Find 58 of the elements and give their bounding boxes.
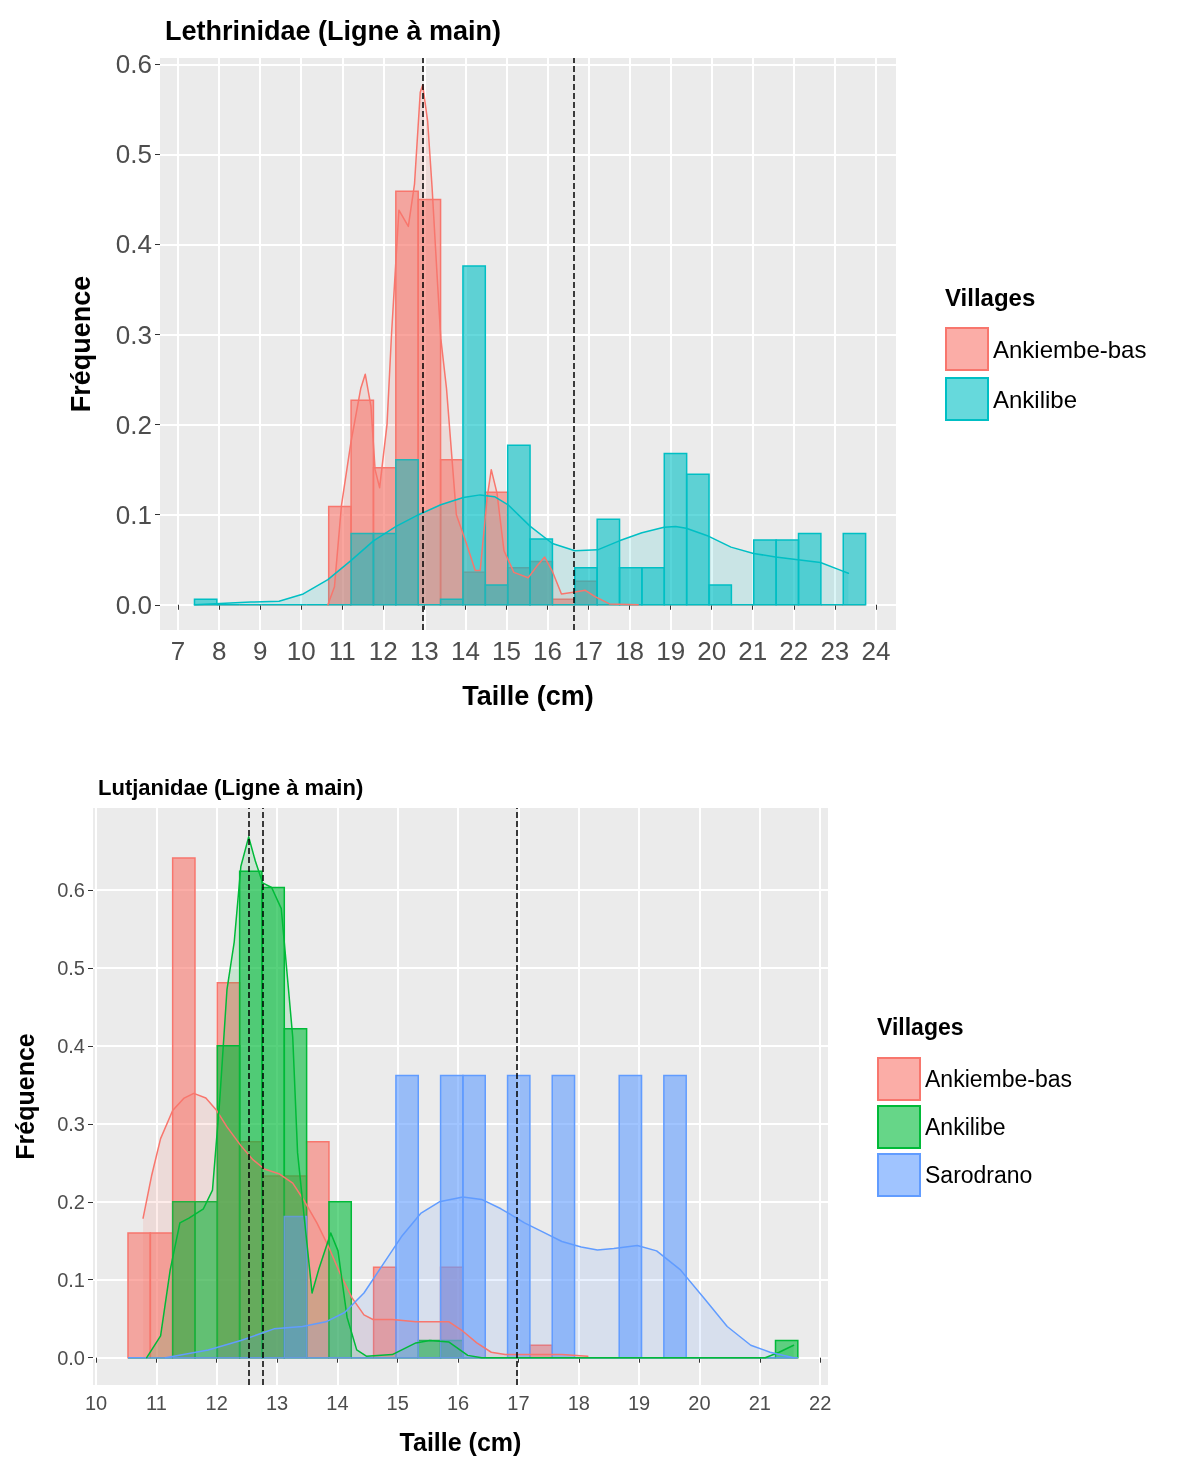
- x-tick-label: 22: [809, 1392, 832, 1414]
- x-tick-label: 14: [450, 636, 480, 666]
- x-tick-label: 19: [656, 636, 686, 666]
- x-axis-title: Taille (cm): [399, 1427, 522, 1456]
- x-axis-title: Taille (cm): [462, 680, 594, 711]
- x-tick-label: 16: [533, 636, 562, 666]
- x-tick-label: 11: [145, 1392, 167, 1414]
- y-tick-label: 0.1: [57, 1268, 85, 1291]
- x-tick-label: 17: [574, 636, 604, 666]
- y-axis-title: Fréquence: [10, 1033, 39, 1160]
- legend-label: Ankilibe: [925, 1114, 1006, 1140]
- x-tick-label: 20: [697, 636, 727, 666]
- x-tick-label: 19: [628, 1392, 651, 1414]
- x-tick-label: 16: [446, 1392, 470, 1414]
- y-tick-label: 0.2: [57, 1190, 85, 1213]
- x-tick-label: 7: [170, 636, 186, 666]
- chart-title: Lutjanidae (Ligne à main): [98, 774, 364, 800]
- x-tick-label: 14: [326, 1392, 349, 1414]
- legend-title: Villages: [877, 1013, 964, 1040]
- x-tick-label: 18: [567, 1392, 590, 1414]
- x-tick-label: 15: [386, 1392, 409, 1414]
- x-tick-label: 22: [779, 636, 809, 666]
- y-tick-label: 0.6: [57, 878, 85, 901]
- legend-label: Ankiembe-bas: [993, 335, 1147, 363]
- x-tick-label: 18: [615, 636, 645, 666]
- y-tick-label: 0.1: [115, 499, 152, 530]
- y-tick-label: 0.5: [115, 139, 152, 170]
- legend-title: Villages: [945, 283, 1036, 311]
- y-tick-label: 0.3: [57, 1112, 85, 1135]
- y-axis-title: Fréquence: [65, 275, 96, 413]
- legend-label: Sarodrano: [925, 1162, 1033, 1188]
- x-tick-label: 10: [286, 636, 316, 666]
- legend-label: Ankilibe: [993, 385, 1078, 413]
- y-tick-label: 0.0: [57, 1346, 85, 1369]
- x-tick-label: 10: [84, 1392, 108, 1414]
- x-tick-label: 13: [265, 1392, 289, 1414]
- x-tick-label: 13: [409, 636, 439, 666]
- y-tick-label: 0.3: [115, 319, 152, 350]
- x-tick-label: 17: [507, 1392, 530, 1414]
- x-tick-label: 21: [748, 1392, 771, 1414]
- x-tick-label: 12: [368, 636, 398, 666]
- x-tick-label: 11: [328, 636, 356, 666]
- y-tick-label: 0.4: [57, 1034, 85, 1057]
- legend-label: Ankiembe-bas: [925, 1066, 1073, 1092]
- x-tick-label: 24: [861, 636, 891, 666]
- y-tick-label: 0.2: [115, 409, 152, 440]
- y-tick-label: 0.5: [57, 956, 85, 979]
- y-tick-label: 0.0: [115, 589, 152, 620]
- y-tick-label: 0.6: [115, 49, 152, 80]
- x-tick-label: 15: [491, 636, 521, 666]
- x-tick-label: 8: [211, 636, 227, 666]
- x-tick-label: 21: [738, 636, 768, 666]
- x-tick-label: 20: [688, 1392, 711, 1414]
- y-tick-label: 0.4: [115, 229, 152, 260]
- chart-title: Lethrinidae (Ligne à main): [165, 15, 502, 46]
- x-tick-label: 23: [820, 636, 850, 666]
- x-tick-label: 12: [205, 1392, 228, 1414]
- x-tick-label: 9: [252, 636, 268, 666]
